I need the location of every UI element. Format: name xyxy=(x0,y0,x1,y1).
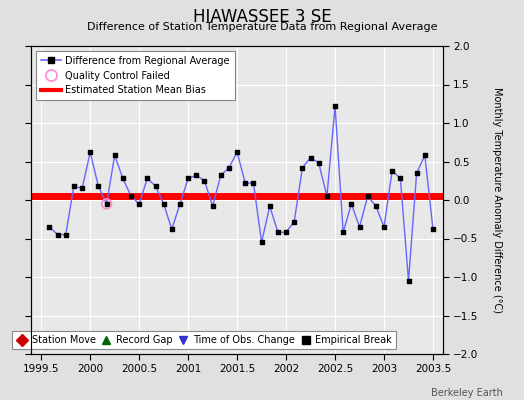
Point xyxy=(111,152,119,158)
Point xyxy=(396,175,405,182)
Point xyxy=(200,178,209,184)
Point xyxy=(290,218,298,225)
Point xyxy=(118,175,127,182)
Point xyxy=(331,103,339,109)
Point xyxy=(412,170,421,176)
Point xyxy=(266,203,274,209)
Point xyxy=(159,201,168,207)
Point xyxy=(339,229,347,236)
Legend: Station Move, Record Gap, Time of Obs. Change, Empirical Break: Station Move, Record Gap, Time of Obs. C… xyxy=(12,331,396,349)
Point xyxy=(282,229,290,236)
Point xyxy=(176,201,184,207)
Point xyxy=(233,149,242,156)
Point xyxy=(102,201,111,207)
Point xyxy=(380,224,388,230)
Point xyxy=(257,239,266,246)
Point xyxy=(209,203,217,209)
Point xyxy=(184,175,192,182)
Point xyxy=(274,229,282,236)
Point xyxy=(61,232,70,238)
Point xyxy=(151,183,160,189)
Y-axis label: Monthly Temperature Anomaly Difference (°C): Monthly Temperature Anomaly Difference (… xyxy=(493,87,503,313)
Point xyxy=(388,168,396,174)
Point xyxy=(429,226,437,232)
Text: Berkeley Earth: Berkeley Earth xyxy=(431,388,503,398)
Point xyxy=(355,224,364,230)
Point xyxy=(102,201,111,207)
Point xyxy=(372,203,380,209)
Point xyxy=(94,183,103,189)
Point xyxy=(298,164,307,171)
Point xyxy=(135,201,144,207)
Point xyxy=(168,226,176,232)
Point xyxy=(307,154,315,161)
Point xyxy=(86,149,94,156)
Text: HIAWASSEE 3 SE: HIAWASSEE 3 SE xyxy=(193,8,331,26)
Point xyxy=(216,172,225,178)
Point xyxy=(323,193,331,199)
Point xyxy=(347,201,356,207)
Point xyxy=(78,185,86,192)
Point xyxy=(249,180,258,186)
Point xyxy=(53,232,62,238)
Text: Difference of Station Temperature Data from Regional Average: Difference of Station Temperature Data f… xyxy=(87,22,437,32)
Point xyxy=(421,152,429,158)
Point xyxy=(241,180,249,186)
Point xyxy=(70,183,78,189)
Point xyxy=(45,224,53,230)
Point xyxy=(405,278,413,284)
Point xyxy=(127,193,135,199)
Point xyxy=(192,172,201,178)
Point xyxy=(225,164,233,171)
Point xyxy=(314,160,323,166)
Point xyxy=(143,175,151,182)
Point xyxy=(364,193,372,199)
